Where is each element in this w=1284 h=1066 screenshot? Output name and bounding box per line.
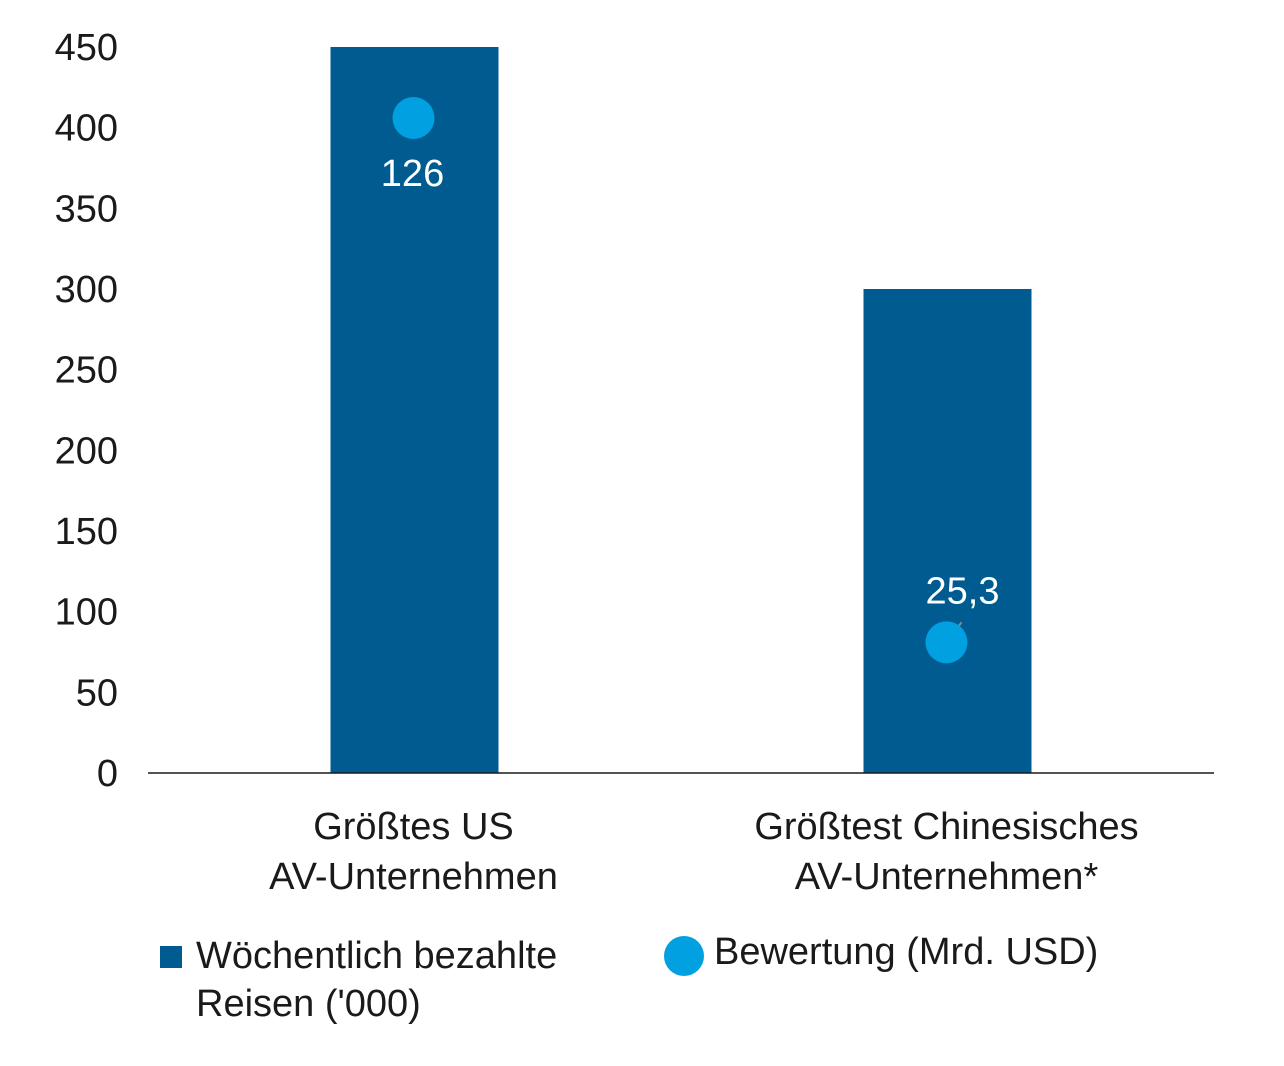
legend-swatch-dot <box>664 936 704 976</box>
legend-item-valuation: Bewertung (Mrd. USD) <box>664 928 1098 976</box>
legend-item-trips: Wöchentlich bezahlte Reisen ('000) <box>160 932 636 1028</box>
y-tick-label: 150 <box>55 511 118 553</box>
valuation-data-label: 25,3 <box>926 570 1000 612</box>
legend-swatch-bar <box>160 946 182 968</box>
legend-label-valuation: Bewertung (Mrd. USD) <box>714 931 1099 973</box>
valuation-dot <box>392 96 435 139</box>
y-tick-label: 350 <box>55 188 118 230</box>
y-tick-label: 200 <box>55 430 118 472</box>
valuation-dot <box>925 621 968 664</box>
y-tick-label: 0 <box>97 753 118 795</box>
bar-chart: 0 50 100 150 200 250 300 350 400 450 Größtes US AV-… <box>55 27 1214 898</box>
x-category-label: Größtes US <box>313 806 514 848</box>
y-tick-label: 250 <box>55 350 118 392</box>
bar <box>330 47 499 773</box>
valuation-data-label: 126 <box>381 153 444 195</box>
y-tick-label: 50 <box>76 672 118 714</box>
bar <box>863 289 1032 773</box>
y-tick-label: 300 <box>55 269 118 311</box>
x-category-label: AV-Unternehmen <box>269 856 558 898</box>
y-tick-label: 450 <box>55 27 118 69</box>
x-category-label: Größtest Chinesisches <box>754 806 1138 848</box>
y-tick-label: 400 <box>55 108 118 150</box>
legend-label-trips: Wöchentlich bezahlte Reisen ('000) <box>196 935 558 1025</box>
x-category-label: AV-Unternehmen* <box>795 856 1099 898</box>
y-tick-label: 100 <box>55 592 118 634</box>
